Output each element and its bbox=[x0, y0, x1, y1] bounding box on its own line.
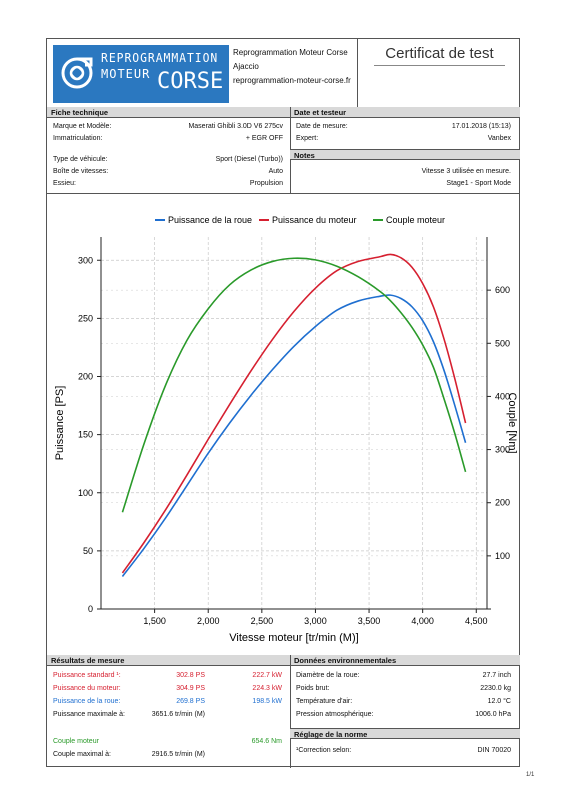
torque-v2-0: 654.6 Nm bbox=[251, 738, 282, 745]
x-axis-label: Vitesse moteur [tr/min (M)] bbox=[229, 632, 358, 644]
y-tick-label-6: 300 bbox=[78, 255, 93, 265]
env-label-1: Poids brut: bbox=[296, 685, 330, 692]
result-v2-2: 198.5 kW bbox=[252, 698, 282, 705]
engine-power-line bbox=[121, 253, 467, 574]
fiche-value-1: + EGR OFF bbox=[245, 135, 283, 142]
engine-torque-line bbox=[121, 257, 467, 513]
y2-axis-label: Couple [Nm] bbox=[506, 392, 518, 453]
y2-tick-label-1: 200 bbox=[495, 498, 510, 508]
y-tick-label-0: 0 bbox=[88, 604, 93, 614]
notes-header: Notes bbox=[290, 149, 520, 160]
torque-label-0: Couple moteur bbox=[53, 738, 99, 745]
y-axis-label: Puissance [PS] bbox=[54, 386, 66, 461]
env-label-0: Diamètre de la roue: bbox=[296, 672, 360, 679]
norm-value: DIN 70020 bbox=[477, 747, 511, 754]
fiche-label-0: Marque et Modèle: bbox=[53, 123, 112, 130]
fiche-label-1: Immatriculation: bbox=[53, 135, 103, 142]
env-value-1: 2230.0 kg bbox=[480, 685, 511, 692]
norm-label: ¹Correction selon: bbox=[296, 747, 352, 754]
fiche-label-2: Type de véhicule: bbox=[53, 156, 108, 163]
power-torque-chart: 1,500 2,000 2,500 3,000 3,500 4,000 4,500 0 50 10… bbox=[54, 215, 518, 644]
env-label-2: Température d'air: bbox=[296, 698, 353, 705]
result-label-0: Puissance standard ¹: bbox=[53, 672, 121, 679]
env-value-2: 12.0 °C bbox=[487, 698, 511, 705]
torque-v1-1: 2916.5 tr/min (M) bbox=[151, 751, 205, 758]
result-v1-1: 304.9 PS bbox=[176, 685, 205, 692]
chart-grid bbox=[101, 237, 487, 609]
logo-line2: MOTEUR bbox=[101, 67, 151, 81]
results-header: Résultats de mesure bbox=[47, 655, 290, 666]
y-tick-label-4: 200 bbox=[78, 372, 93, 382]
y2-tick-label-3: 400 bbox=[495, 391, 510, 401]
chart-axes: 1,500 2,000 2,500 3,000 3,500 4,000 4,500 0 50 10… bbox=[78, 237, 510, 626]
result-v2-1: 224.3 kW bbox=[252, 685, 282, 692]
fiche-label-3: Boîte de vitesses: bbox=[53, 168, 109, 175]
y-tick-label-2: 100 bbox=[78, 488, 93, 498]
legend-engine-power: Puissance du moteur bbox=[272, 215, 357, 225]
y2-tick-label-5: 600 bbox=[495, 285, 510, 295]
x-tick-label-1: 2,000 bbox=[197, 616, 220, 626]
x-tick-label-6: 4,500 bbox=[465, 616, 488, 626]
logo-line3: CORSE bbox=[157, 69, 224, 94]
x-tick-label-2: 2,500 bbox=[251, 616, 274, 626]
env-value-3: 1006.0 hPa bbox=[475, 711, 511, 718]
page-number: 1/1 bbox=[526, 772, 535, 778]
wheel-power-line bbox=[121, 294, 467, 577]
fiche-value-2: Sport (Diesel (Turbo)) bbox=[215, 156, 283, 163]
env-label-3: Pression atmosphérique: bbox=[296, 711, 374, 718]
fiche-value-4: Propulsion bbox=[249, 180, 283, 187]
y-tick-label-3: 150 bbox=[78, 430, 93, 440]
company-info: Reprogrammation Moteur Corse Ajaccio rep… bbox=[233, 46, 351, 88]
legend-engine-torque: Couple moteur bbox=[386, 215, 445, 225]
divider bbox=[47, 193, 519, 194]
result-v1-2: 269.8 PS bbox=[176, 698, 205, 705]
x-tick-label-0: 1,500 bbox=[143, 616, 166, 626]
environment-header: Données environnementales bbox=[290, 655, 520, 666]
y2-tick-label-0: 100 bbox=[495, 551, 510, 561]
logo: REPROGRAMMATION MOTEUR CORSE bbox=[53, 45, 229, 103]
expert-value: Vanbex bbox=[487, 135, 511, 142]
result-v1-0: 302.8 PS bbox=[176, 672, 205, 679]
date-label: Date de mesure: bbox=[296, 123, 348, 130]
date-value: 17.01.2018 (15:13) bbox=[451, 123, 511, 130]
y-tick-label-1: 50 bbox=[83, 546, 93, 556]
company-city: Ajaccio bbox=[233, 62, 259, 71]
x-tick-label-3: 3,000 bbox=[304, 616, 327, 626]
fiche-header: Fiche technique bbox=[47, 107, 290, 118]
fiche-value-3: Auto bbox=[268, 168, 283, 175]
y-tick-label-5: 250 bbox=[78, 313, 93, 323]
certificate-title: Certificat de test bbox=[385, 45, 494, 62]
divider bbox=[290, 655, 291, 768]
certificate-frame: REPROGRAMMATION MOTEUR CORSE Reprogramma… bbox=[46, 38, 521, 768]
torque-label-1: Couple maximal à: bbox=[53, 751, 111, 758]
x-tick-label-5: 4,000 bbox=[411, 616, 434, 626]
company-url: reprogrammation-moteur-corse.fr bbox=[233, 76, 351, 85]
company-name: Reprogrammation Moteur Corse bbox=[233, 48, 348, 57]
y2-tick-label-2: 300 bbox=[495, 445, 510, 455]
title-underline bbox=[374, 65, 505, 66]
certificate-title-box: Certificat de test bbox=[357, 39, 521, 107]
result-label-3: Puissance maximale à: bbox=[53, 711, 125, 718]
expert-label: Expert: bbox=[296, 135, 319, 142]
legend-wheel-power: Puissance de la roue bbox=[168, 215, 252, 225]
result-v1-3: 3651.6 tr/min (M) bbox=[151, 711, 205, 718]
date-testeur-header: Date et testeur bbox=[290, 107, 520, 118]
x-tick-label-4: 3,500 bbox=[358, 616, 381, 626]
result-label-2: Puissance de la roue: bbox=[53, 698, 121, 705]
norm-header: Réglage de la norme bbox=[290, 728, 520, 739]
fiche-label-4: Essieu: bbox=[53, 180, 76, 187]
env-value-0: 27.7 inch bbox=[482, 672, 511, 679]
chart-legend: Puissance de la roue Puissance du moteur… bbox=[155, 215, 445, 225]
turbo-icon bbox=[61, 57, 93, 89]
fiche-value-0: Maserati Ghibli 3.0D V6 275cv bbox=[188, 123, 283, 130]
y2-tick-label-4: 500 bbox=[495, 338, 510, 348]
result-v2-0: 222.7 kW bbox=[252, 672, 282, 679]
chart-series bbox=[121, 253, 467, 577]
result-label-1: Puissance du moteur: bbox=[53, 685, 121, 692]
notes-line-0: Vitesse 3 utilisée en mesure. bbox=[421, 168, 511, 175]
logo-line1: REPROGRAMMATION bbox=[101, 51, 219, 65]
notes-line-1: Stage1 - Sport Mode bbox=[446, 180, 511, 187]
